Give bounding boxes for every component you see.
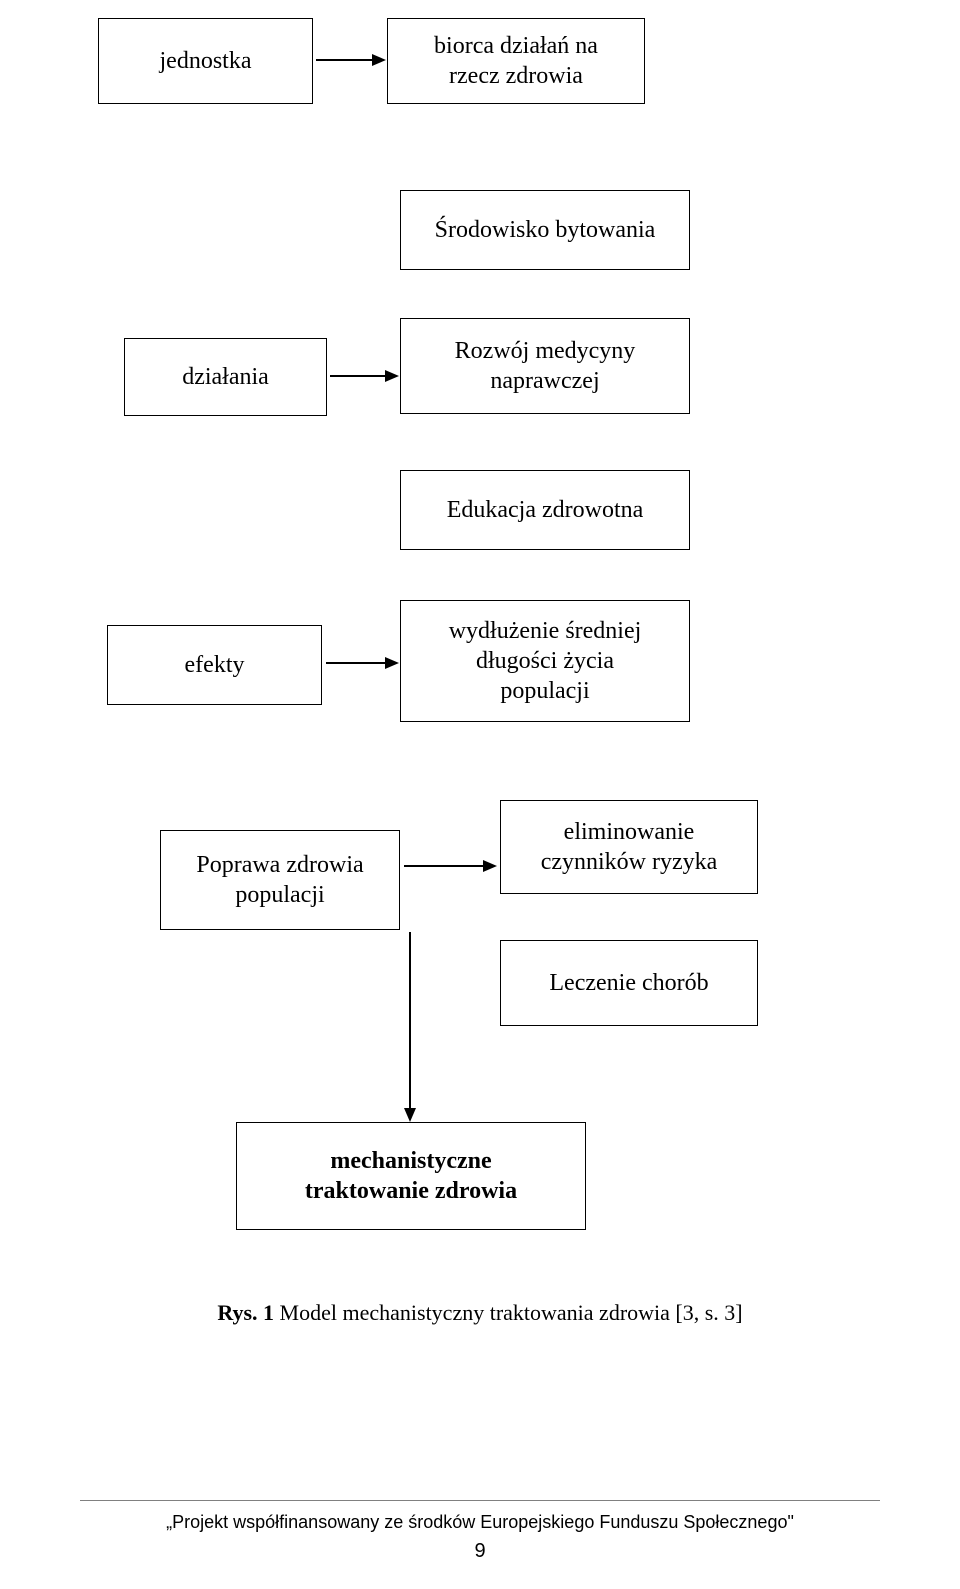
- node-label: Leczenie chorób: [549, 968, 708, 998]
- arrow-head-icon: [372, 54, 386, 66]
- caption-label: Rys. 1: [217, 1300, 274, 1325]
- node-label: Środowisko bytowania: [435, 215, 656, 245]
- node-biorca: biorca działań narzecz zdrowia: [387, 18, 645, 104]
- arrow-line: [409, 932, 411, 1108]
- node-label: Edukacja zdrowotna: [447, 495, 644, 525]
- node-dzialania: działania: [124, 338, 327, 416]
- arrow-line: [404, 865, 483, 867]
- arrow-head-icon: [385, 370, 399, 382]
- footer-text: „Projekt współfinansowany ze środków Eur…: [0, 1512, 960, 1533]
- node-label: mechanistycznetraktowanie zdrowia: [305, 1146, 517, 1206]
- node-efekty: efekty: [107, 625, 322, 705]
- arrow-line: [330, 375, 385, 377]
- node-label: eliminowanieczynników ryzyka: [541, 817, 718, 877]
- node-edukacja: Edukacja zdrowotna: [400, 470, 690, 550]
- node-label: wydłużenie średniejdługości życiapopulac…: [449, 616, 642, 706]
- arrow-head-icon: [404, 1108, 416, 1122]
- node-eliminowanie: eliminowanieczynników ryzyka: [500, 800, 758, 894]
- node-wydluzenie: wydłużenie średniejdługości życiapopulac…: [400, 600, 690, 722]
- node-rozwoj: Rozwój medycynynaprawczej: [400, 318, 690, 414]
- arrow-line: [326, 662, 385, 664]
- figure-caption: Rys. 1 Model mechanistyczny traktowania …: [0, 1300, 960, 1326]
- node-mechanistyczne: mechanistycznetraktowanie zdrowia: [236, 1122, 586, 1230]
- arrow-line: [316, 59, 372, 61]
- caption-text: Model mechanistyczny traktowania zdrowia…: [274, 1300, 743, 1325]
- footer-separator: [80, 1500, 880, 1501]
- node-srodowisko: Środowisko bytowania: [400, 190, 690, 270]
- arrow-head-icon: [385, 657, 399, 669]
- node-label: biorca działań narzecz zdrowia: [434, 31, 598, 91]
- node-label: jednostka: [160, 46, 252, 76]
- node-jednostka: jednostka: [98, 18, 313, 104]
- node-label: Poprawa zdrowiapopulacji: [196, 850, 363, 910]
- node-label: Rozwój medycynynaprawczej: [455, 336, 636, 396]
- page-number: 9: [0, 1540, 960, 1563]
- node-label: działania: [182, 362, 269, 392]
- arrow-head-icon: [483, 860, 497, 872]
- node-poprawa: Poprawa zdrowiapopulacji: [160, 830, 400, 930]
- page: jednostka biorca działań narzecz zdrowia…: [0, 0, 960, 1589]
- node-label: efekty: [185, 650, 245, 680]
- node-leczenie: Leczenie chorób: [500, 940, 758, 1026]
